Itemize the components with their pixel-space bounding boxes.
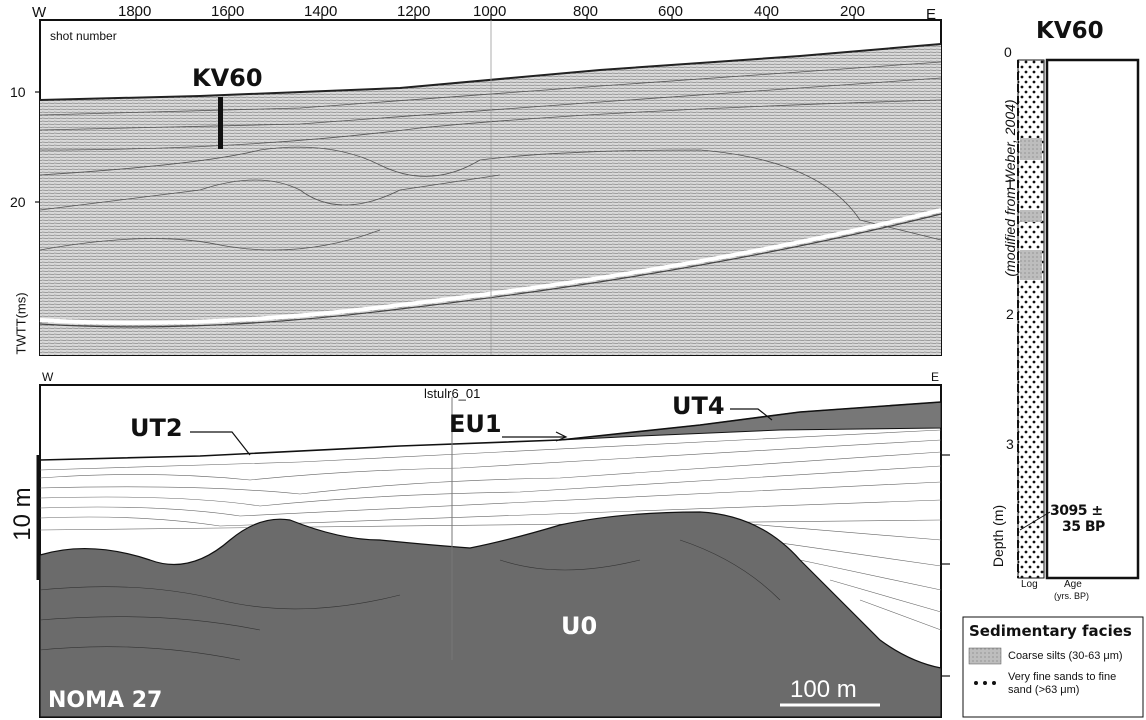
depth-tick-1: 1: [1006, 176, 1014, 192]
legend-sands-label-line1: Very fine sands to fine: [1008, 671, 1117, 683]
unit-eu1-label: EU1: [449, 410, 502, 438]
horizontal-scale-label: 100 m: [790, 676, 857, 703]
shot-tick-800: 800: [573, 3, 599, 20]
shot-tick-1400: 1400: [304, 3, 338, 20]
bottom-east-label: E: [931, 370, 940, 384]
core-log: [1017, 58, 1140, 580]
crossline-label: lstulr6_01: [424, 386, 481, 401]
depth-tick-0: 0: [1004, 44, 1012, 60]
twtt-tick-20: 20: [10, 194, 26, 210]
depth-tick-3: 3: [1006, 436, 1014, 452]
legend-title: Sedimentary facies: [969, 622, 1132, 640]
unit-u0-label: U0: [561, 612, 598, 640]
shot-tick-400: 400: [754, 3, 780, 20]
shot-tick-1000: 1000: [473, 3, 507, 20]
shot-tick-200: 200: [840, 3, 866, 20]
legend-sands-label-line2: sand (>63 μm): [1008, 684, 1080, 696]
top-west-label: W: [32, 4, 47, 21]
legend-silts-label: Coarse silts (30-63 μm): [1008, 650, 1123, 662]
shot-number-label: shot number: [50, 29, 117, 43]
depth-axis-label: Depth (m): [990, 504, 1006, 568]
interpreted-profile: [36, 384, 950, 718]
seismic-profile: [35, 14, 942, 356]
legend-box: [962, 616, 1144, 718]
top-east-label: E: [926, 6, 937, 23]
shot-tick-600: 600: [658, 3, 684, 20]
log-column-label: Log: [1021, 579, 1038, 590]
unit-ut2-label: UT2: [130, 414, 183, 442]
profile-name: NOMA 27: [48, 688, 163, 713]
depth-tick-2: 2: [1006, 306, 1014, 322]
radiocarbon-date-line2: 35 BP: [1062, 519, 1105, 535]
core-log-title: KV60: [1036, 18, 1104, 44]
twtt-axis-label: TWTT(ms): [13, 292, 29, 355]
bottom-west-label: W: [42, 370, 54, 384]
shot-tick-1600: 1600: [211, 3, 245, 20]
radiocarbon-date-line1: 3095 ±: [1050, 503, 1103, 519]
unit-ut4-label: UT4: [672, 392, 725, 420]
shot-tick-1800: 1800: [118, 3, 152, 20]
vertical-scale-label: 10 m: [9, 487, 36, 541]
shot-tick-1200: 1200: [397, 3, 431, 20]
age-column-label: Age: [1064, 579, 1082, 590]
twtt-tick-10: 10: [10, 84, 26, 100]
age-units-label: (yrs. BP): [1054, 591, 1089, 601]
core-position-label: KV60: [192, 64, 263, 92]
